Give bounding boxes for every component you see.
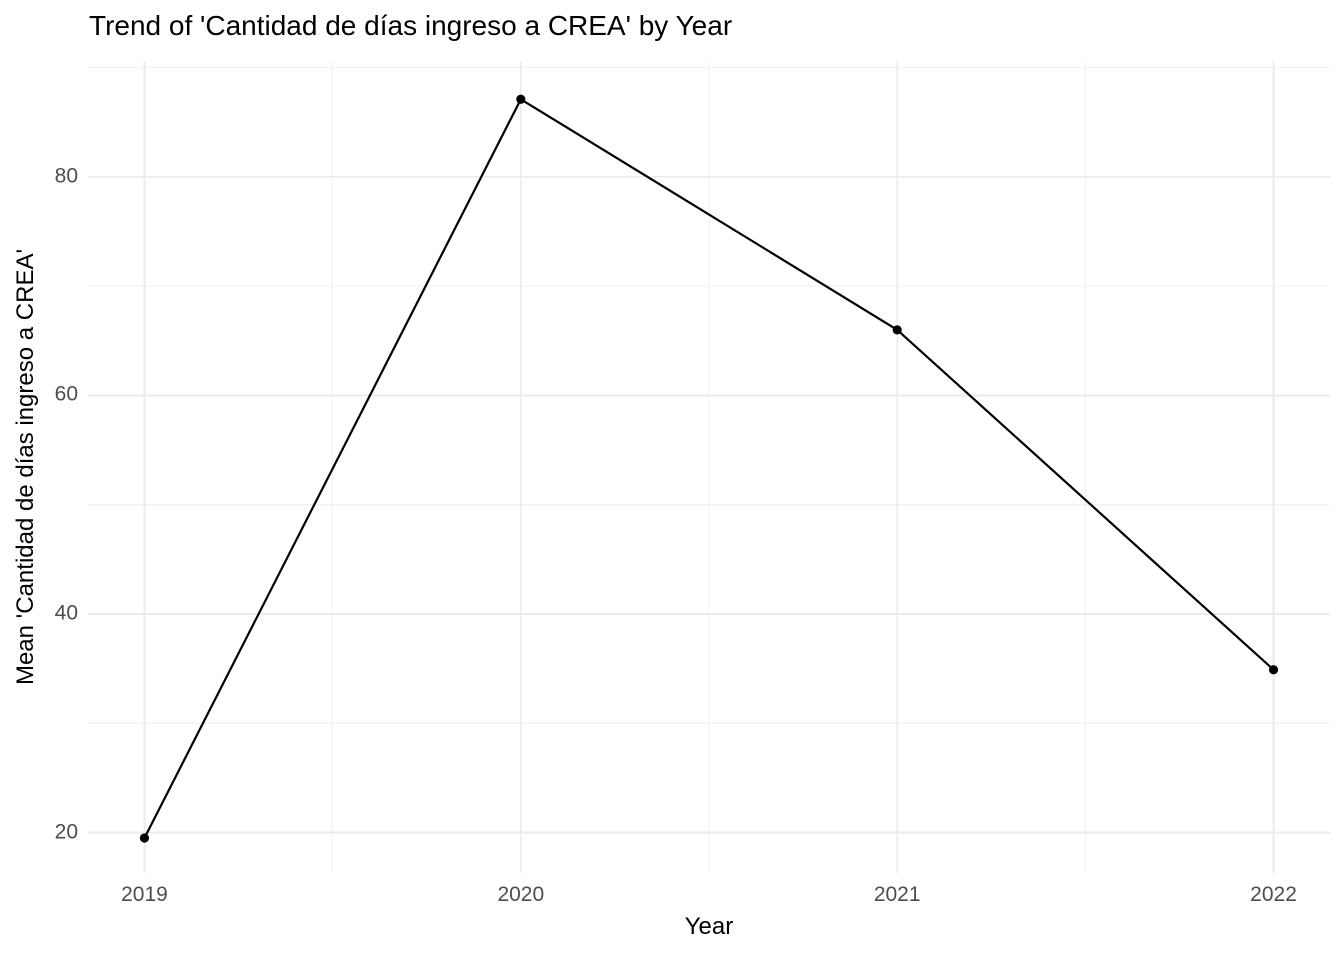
y-tick-label: 60: [54, 382, 78, 406]
x-tick-label: 2021: [873, 883, 921, 906]
data-point: [139, 833, 150, 843]
y-tick-label: 80: [54, 164, 78, 188]
data-point: [516, 94, 526, 104]
y-tick-label: 40: [54, 601, 78, 625]
y-tick-label: 20: [54, 820, 78, 844]
x-axis-title: Year: [684, 913, 734, 940]
x-tick-label: 2022: [1250, 883, 1297, 906]
x-tick-label: 2019: [121, 883, 168, 906]
x-tick-label: 2020: [497, 883, 545, 906]
trend-line: [143, 97, 1275, 839]
data-point: [1268, 665, 1279, 675]
plot-panel: [88, 61, 1330, 873]
data-point: [892, 325, 902, 335]
chart-title: Trend of 'Cantidad de días ingreso a CRE…: [89, 10, 733, 41]
